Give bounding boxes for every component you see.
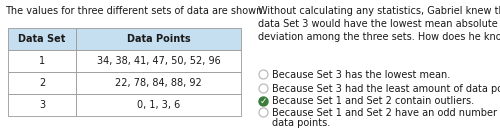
Bar [76,28,241,50]
Text: Without calculating any statistics, Gabriel knew that
data Set 3 would have the : Without calculating any statistics, Gabr… [258,6,500,42]
Text: Because Set 3 has the lowest mean.: Because Set 3 has the lowest mean. [272,69,450,79]
Circle shape [259,97,268,106]
Text: The values for three different sets of data are shown.: The values for three different sets of d… [5,6,266,16]
Text: Because Set 1 and Set 2 have an odd number of: Because Set 1 and Set 2 have an odd numb… [272,108,500,118]
Text: Data Set: Data Set [18,34,66,44]
Text: 34, 38, 41, 47, 50, 52, 96: 34, 38, 41, 47, 50, 52, 96 [96,56,220,66]
Bar [76,94,241,116]
Text: 1: 1 [39,56,45,66]
Bar [8,94,76,116]
Text: 0, 1, 3, 6: 0, 1, 3, 6 [137,100,180,110]
Text: Data Points: Data Points [126,34,190,44]
Text: 3: 3 [39,100,45,110]
Bar [8,50,76,72]
Bar [8,72,76,94]
Text: 22, 78, 84, 88, 92: 22, 78, 84, 88, 92 [115,78,202,88]
Bar [8,28,76,50]
Text: 2: 2 [39,78,45,88]
Bar [76,50,241,72]
Text: ✓: ✓ [260,97,267,106]
Text: Because Set 1 and Set 2 contain outliers.: Because Set 1 and Set 2 contain outliers… [272,96,474,106]
Bar [76,72,241,94]
Text: data points.: data points. [272,119,330,129]
Text: Because Set 3 had the least amount of data points: Because Set 3 had the least amount of da… [272,83,500,93]
